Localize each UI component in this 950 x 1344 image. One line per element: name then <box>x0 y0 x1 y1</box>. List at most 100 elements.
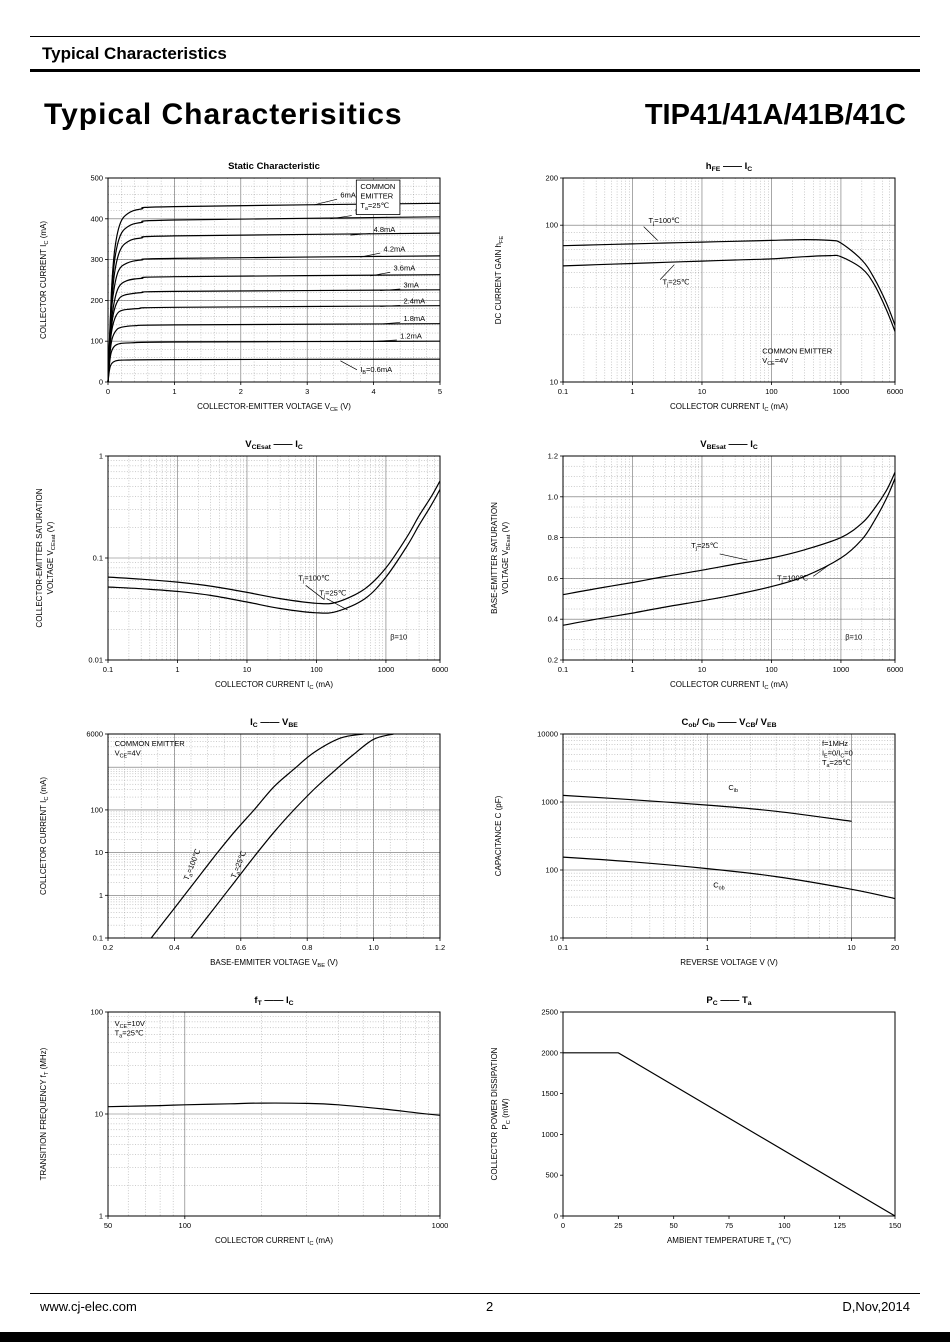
chart-cell-vcesat-vs-ic: 0.1 1 10 100 1000 6000 0.01 0.1 1 VCEsat —— IC COL… <box>30 434 465 706</box>
series-Pc <box>563 1052 896 1217</box>
y-tick-label: 200 <box>90 296 103 305</box>
x-tick-label: 10 <box>243 665 251 674</box>
series-IB-4.2mA <box>107 255 441 383</box>
footer-rule <box>30 1293 920 1294</box>
x-tick-label: 50 <box>104 1221 112 1230</box>
y-tick-label: 0 <box>99 378 103 387</box>
annotation-text: β=10 <box>390 632 407 641</box>
series-Tj-25C <box>562 472 896 596</box>
curve-label: Cib <box>728 783 738 794</box>
charts-grid: 0 1 2 3 4 5 0 100 200 300 400 500 Static Characteris… <box>30 156 920 1262</box>
plot-border <box>107 733 441 939</box>
x-tick-label: 1 <box>172 387 176 396</box>
y-axis-label: TRANSITION FREQUENCY fT (MHz) <box>39 1047 50 1180</box>
chart-title: fT —— IC <box>254 995 293 1007</box>
x-tick-label: 1000 <box>432 1221 449 1230</box>
curve-label: 3mA <box>403 280 418 289</box>
y-tick-label: 1 <box>99 891 103 900</box>
x-tick-label: 0.4 <box>169 943 179 952</box>
y-tick-label: 100 <box>545 221 558 230</box>
y-tick-label: 1500 <box>541 1089 558 1098</box>
x-tick-label: 1 <box>175 665 179 674</box>
y-tick-label: 2500 <box>541 1008 558 1017</box>
grid <box>563 178 895 382</box>
y-tick-label: 2000 <box>541 1048 558 1057</box>
x-tick-label: 0 <box>106 387 110 396</box>
y-tick-label: 10 <box>550 934 558 943</box>
grid <box>563 734 895 938</box>
part-number-title: TIP41/41A/41B/41C <box>644 99 906 131</box>
x-tick-label: 6000 <box>432 665 449 674</box>
chart-title: Cob/ Cib —— VCB/ VEB <box>681 717 776 729</box>
y-tick-label: 0.01 <box>88 656 103 665</box>
y-tick-label: 0.1 <box>93 554 103 563</box>
x-axis-label: COLLECTOR CURRENT IC (mA) <box>215 680 333 691</box>
page-footer: www.cj-elec.com 2 D,Nov,2014 <box>30 1293 920 1314</box>
footer-website: www.cj-elec.com <box>40 1299 137 1314</box>
curve-label: Tj=100℃ <box>298 574 330 585</box>
chart-cell-vbesat-vs-ic: 0.1 1 10 100 1000 6000 0.2 0.4 0.6 0.8 1.0 1.2 VBEsa… <box>485 434 920 706</box>
x-tick-label: 0.6 <box>236 943 246 952</box>
footer-page-number: 2 <box>485 1299 494 1314</box>
y-tick-label: 100 <box>545 866 558 875</box>
chart-cell-cob-cib-vs-v: 0.1 1 10 20 10 100 1000 10000 Cob/ Cib —— VCB/ V… <box>485 712 920 984</box>
curve-label: Ta=25℃ <box>229 849 250 880</box>
y-tick-label: 500 <box>545 1171 558 1180</box>
x-tick-label: 0.1 <box>558 943 568 952</box>
x-tick-label: 1000 <box>378 665 395 674</box>
x-axis-label: AMBIENT TEMPERATURE Ta (℃) <box>667 1236 791 1247</box>
y-tick-label: 1 <box>99 1212 103 1221</box>
x-tick-label: 0.1 <box>103 665 113 674</box>
y-tick-label: 6000 <box>86 730 103 739</box>
curve-label: Tj=25℃ <box>319 588 347 599</box>
x-tick-label: 5 <box>438 387 442 396</box>
curve-label: IB=0.6mA <box>360 365 392 376</box>
y-tick-label: 0.6 <box>548 574 558 583</box>
curve-label: Tj=25℃ <box>662 277 690 288</box>
annotation-text: VCE=4V <box>115 749 141 760</box>
chart-cell-pc-vs-ta: 0 25 50 75 100 125 150 0 500 1000 1500 2000 2500 PC —… <box>485 990 920 1262</box>
y-axis-label: COLLCETOR CURRENT IC (mA) <box>39 777 50 895</box>
series-Tj-100C <box>562 478 896 626</box>
x-tick-label: 150 <box>889 1221 902 1230</box>
footer-date: D,Nov,2014 <box>842 1299 910 1314</box>
x-tick-label: 75 <box>725 1221 733 1230</box>
x-tick-label: 1 <box>705 943 709 952</box>
annotation-text: Ta=25℃ <box>115 1029 144 1040</box>
x-tick-label: 100 <box>179 1221 192 1230</box>
x-tick-label: 1 <box>630 387 634 396</box>
y-tick-label: 100 <box>90 337 103 346</box>
curve-label: 6mA <box>340 191 355 200</box>
series-IB-2.4mA <box>107 305 441 383</box>
x-tick-label: 0.2 <box>103 943 113 952</box>
chart-title: VCEsat —— IC <box>245 439 303 451</box>
series-IB-4.8mA <box>107 232 441 383</box>
chart-hfe-vs-ic: 0.1 1 10 100 1000 6000 10 100 200 hFE —— IC COLLEC… <box>494 161 903 413</box>
series-Tj-25C <box>562 254 896 332</box>
series-Ta-25C <box>190 733 394 939</box>
annotation-text: COMMON <box>360 182 395 191</box>
y-tick-label: 0.1 <box>93 934 103 943</box>
chart-title: Static Characteristic <box>228 161 320 172</box>
y-axis-label: COLLECTOR CURRENT IC (mA) <box>39 221 50 339</box>
x-tick-label: 100 <box>765 665 778 674</box>
x-tick-label: 10 <box>698 665 706 674</box>
curve-label: 4.8mA <box>374 225 396 234</box>
x-tick-label: 4 <box>372 387 376 396</box>
y-tick-label: 500 <box>90 174 103 183</box>
y-axis-label: CAPACITANCE C (pF) <box>494 795 503 876</box>
series-Cob <box>562 856 896 900</box>
y-axis-label: PC (mW) <box>501 1098 512 1130</box>
x-tick-label: 2 <box>239 387 243 396</box>
plot-border <box>562 455 896 661</box>
x-tick-label: 100 <box>310 665 323 674</box>
annotation-text: IE=0/IC=0 <box>822 749 853 760</box>
x-tick-label: 1.0 <box>368 943 378 952</box>
y-tick-label: 10 <box>550 378 558 387</box>
x-tick-label: 0.1 <box>558 665 568 674</box>
annotation-text: Ta=25℃ <box>360 201 389 212</box>
y-tick-label: 0 <box>554 1212 558 1221</box>
plot-border <box>107 177 441 383</box>
